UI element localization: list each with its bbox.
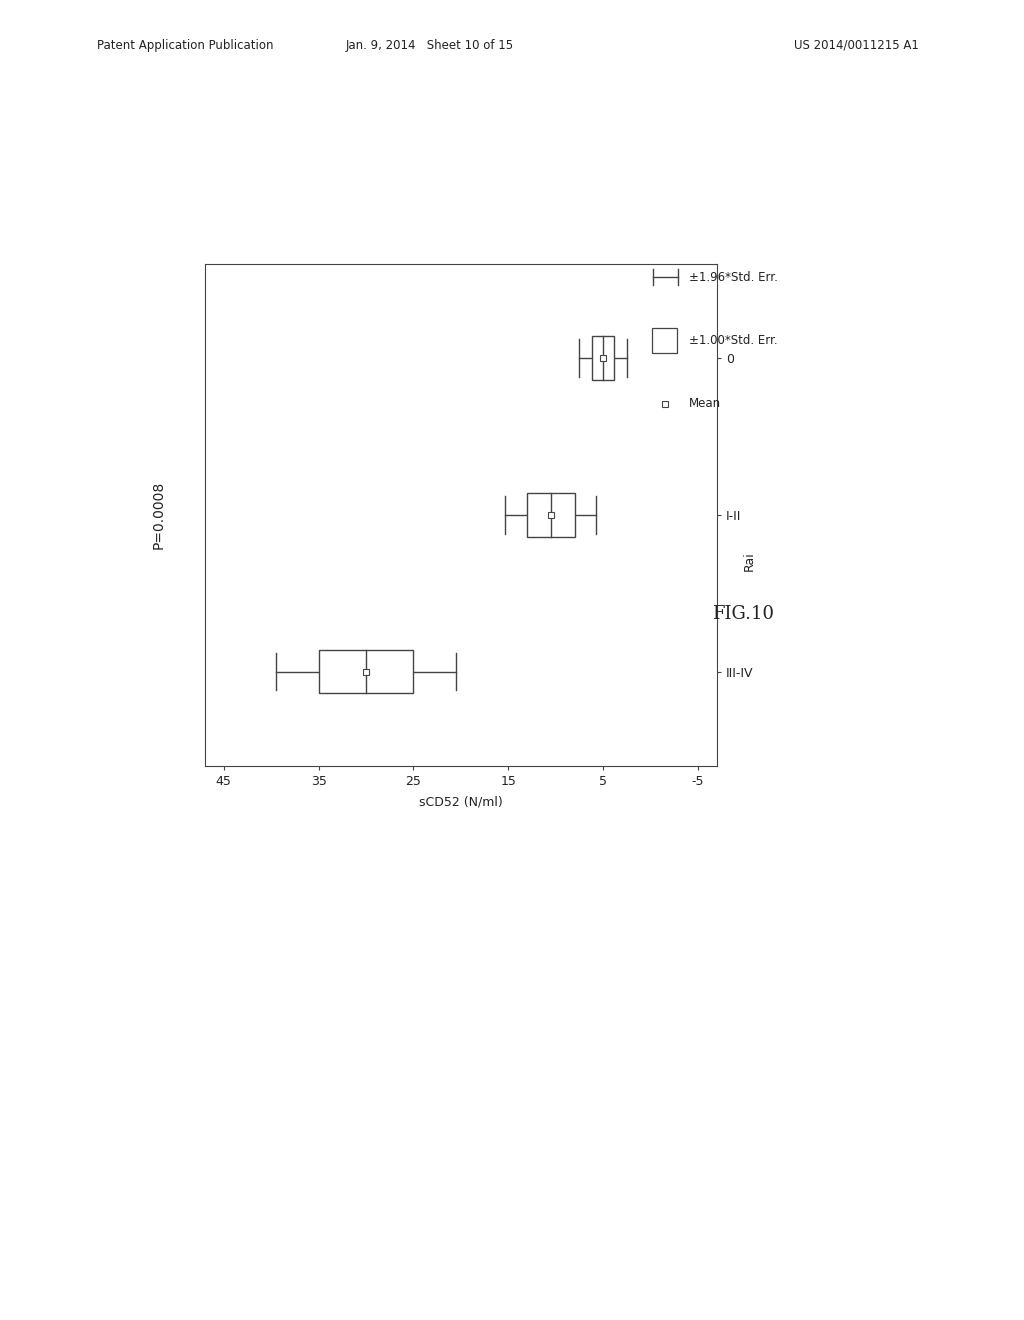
Bar [651, 327, 678, 354]
Text: Rai: Rai [742, 552, 756, 570]
Text: ±1.00*Std. Err.: ±1.00*Std. Err. [689, 334, 778, 347]
Text: Jan. 9, 2014   Sheet 10 of 15: Jan. 9, 2014 Sheet 10 of 15 [346, 38, 514, 51]
Text: US 2014/0011215 A1: US 2014/0011215 A1 [794, 38, 919, 51]
Text: ±1.96*Std. Err.: ±1.96*Std. Err. [689, 271, 778, 284]
Text: Mean: Mean [689, 397, 721, 411]
Bar [527, 492, 574, 537]
Text: Patent Application Publication: Patent Application Publication [97, 38, 273, 51]
Text: FIG.10: FIG.10 [712, 605, 774, 623]
Bar [592, 337, 614, 380]
Text: P=0.0008: P=0.0008 [152, 480, 166, 549]
X-axis label: sCD52 (N/ml): sCD52 (N/ml) [419, 796, 503, 809]
Bar [318, 649, 414, 693]
